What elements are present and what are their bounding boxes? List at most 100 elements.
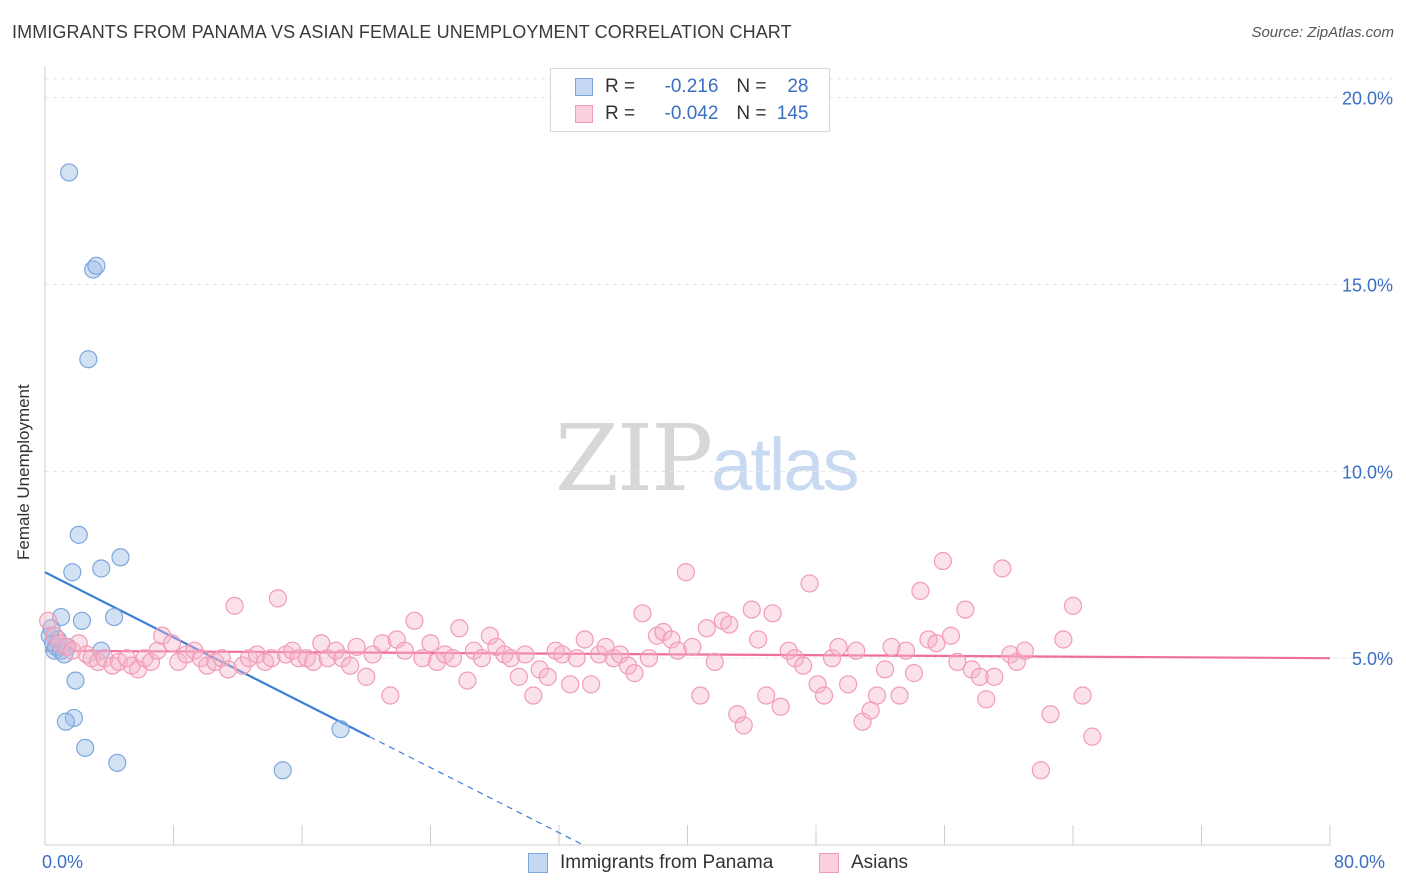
data-point (808, 675, 827, 694)
data-point (39, 611, 58, 630)
data-point (111, 548, 130, 567)
data-point (104, 607, 124, 627)
legend-row-panama: R = -0.216 N = 28 (551, 73, 809, 101)
y-tick-labels: 5.0% 10.0% 15.0% 20.0% (1342, 89, 1393, 669)
legend-swatch-panama (528, 853, 548, 873)
n-label: N = (736, 76, 767, 97)
data-point (705, 652, 724, 672)
legend-label-asians: Asians (851, 852, 909, 873)
data-point (861, 701, 880, 720)
n-value: 28 (787, 76, 809, 97)
data-point (683, 637, 702, 657)
data-point (970, 667, 989, 686)
data-point (405, 611, 424, 630)
y-tick-label: 10.0% (1342, 462, 1393, 482)
data-point (771, 697, 790, 716)
r-value: -0.042 (664, 103, 719, 124)
data-point (421, 634, 440, 653)
trend-line-extension (369, 736, 584, 846)
data-point (742, 600, 761, 619)
correlation-legend: R = -0.216 N = 28 R = -0.042 N = 145 (550, 68, 830, 132)
data-point (79, 350, 98, 369)
y-axis-label: Female Unemployment (14, 384, 33, 560)
data-point (829, 637, 848, 657)
data-point (633, 604, 652, 623)
data-point (757, 686, 776, 705)
data-point (268, 589, 288, 608)
data-point (225, 596, 244, 615)
data-point (450, 619, 469, 638)
data-point (956, 600, 975, 619)
data-points (39, 163, 1102, 780)
data-point (575, 630, 594, 649)
data-point (734, 716, 753, 735)
data-point (443, 649, 463, 668)
data-point (668, 641, 687, 660)
data-point (1041, 705, 1060, 724)
data-point (76, 738, 95, 757)
data-point (472, 649, 491, 668)
legend-item-panama[interactable]: Immigrants from Panama (528, 852, 773, 874)
data-point (977, 690, 996, 709)
data-point (347, 637, 366, 657)
trend-line (44, 571, 370, 738)
data-point (357, 667, 376, 686)
data-point (108, 753, 127, 772)
data-point (63, 563, 82, 582)
legend-swatch-asians (819, 853, 839, 873)
data-point (691, 686, 710, 705)
data-point (822, 649, 842, 668)
data-point (948, 652, 967, 672)
y-tick-label: 5.0% (1352, 649, 1393, 669)
legend-item-asians[interactable]: Asians (819, 852, 908, 874)
n-label: N = (736, 103, 767, 124)
data-point (63, 641, 82, 660)
data-point (524, 686, 543, 705)
data-point (92, 559, 111, 578)
x-tick-max: 80.0% (1334, 852, 1386, 872)
data-point (162, 634, 181, 653)
data-point (516, 645, 535, 664)
data-point (697, 619, 716, 638)
data-point (985, 667, 1004, 686)
series-panama (40, 163, 350, 780)
data-point (66, 671, 85, 690)
data-point (720, 615, 739, 634)
data-point (312, 634, 331, 653)
data-point (153, 626, 172, 645)
watermark-zip: ZIP (555, 405, 713, 512)
data-point (219, 660, 238, 679)
data-point (341, 656, 360, 675)
data-point (59, 163, 79, 182)
data-point (618, 656, 638, 675)
data-point (993, 559, 1012, 578)
x-tick-min: 0.0% (42, 852, 84, 872)
data-point (763, 604, 782, 623)
data-point (749, 630, 768, 649)
watermark: ZIPatlas (555, 405, 859, 512)
data-point (1031, 761, 1050, 780)
data-point (72, 611, 92, 630)
data-point (141, 652, 161, 672)
data-point (639, 649, 659, 668)
series-asians (39, 551, 1102, 780)
r-value: -0.216 (664, 76, 719, 97)
data-point (676, 563, 695, 582)
data-point (373, 634, 392, 653)
data-point (800, 574, 819, 593)
data-point (413, 649, 432, 668)
legend-swatch-panama (575, 78, 593, 96)
legend-swatch-asians (575, 105, 593, 123)
data-point (87, 256, 106, 275)
data-point (185, 641, 204, 660)
data-point (304, 652, 323, 672)
r-label: R = (605, 103, 636, 124)
data-point (927, 634, 946, 653)
data-point (728, 705, 747, 724)
data-point (480, 626, 500, 645)
y-tick-label: 15.0% (1342, 276, 1393, 296)
r-label: R = (605, 76, 636, 97)
data-point (56, 712, 75, 731)
data-point (590, 645, 609, 664)
